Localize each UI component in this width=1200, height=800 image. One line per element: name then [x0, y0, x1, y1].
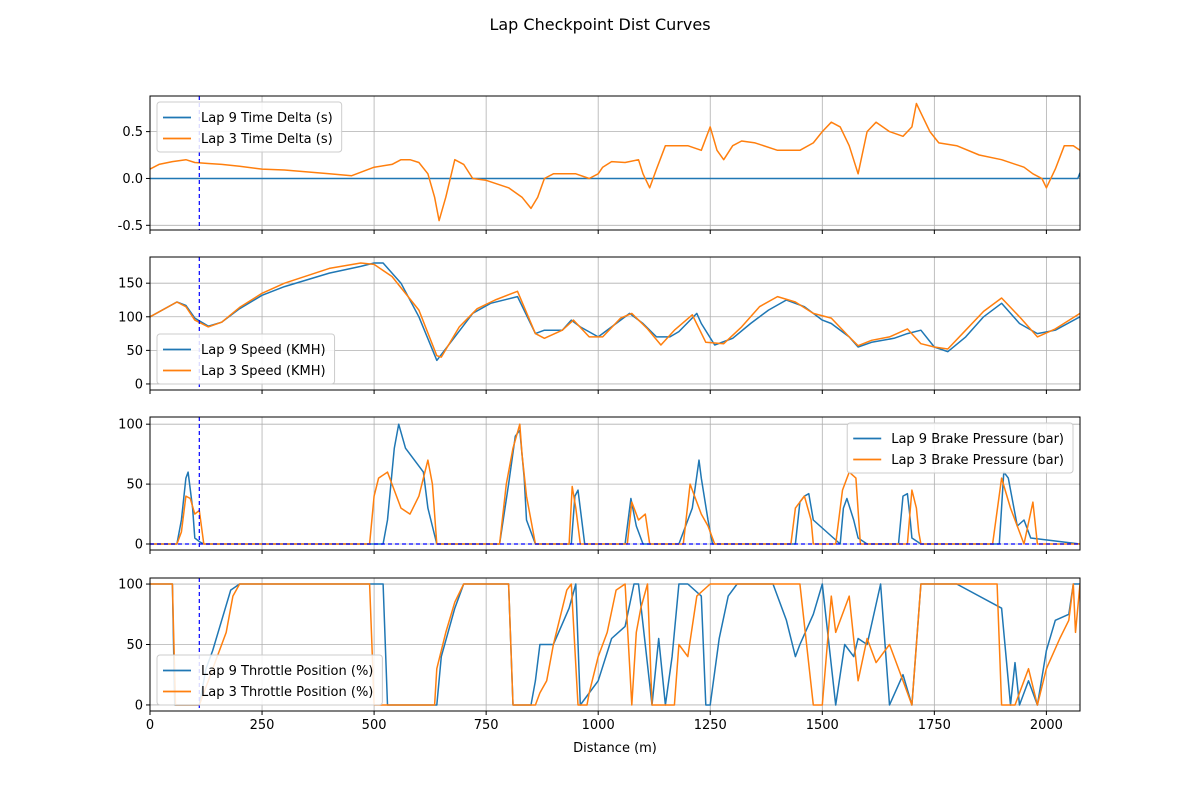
y-tick-label: 150: [118, 277, 143, 292]
x-tick-label: 750: [474, 718, 499, 733]
series-line-lap9: [150, 172, 1080, 180]
series-line-lap9: [150, 423, 1080, 545]
series-line-lap3: [150, 583, 1080, 706]
series-group: [150, 102, 1080, 222]
y-tick-label: 100: [118, 418, 143, 433]
figure-title: Lap Checkpoint Dist Curves: [489, 15, 710, 34]
legend-box: [156, 101, 343, 153]
legend: Lap 9 Time Delta (s) Lap 3 Time Delta (s): [156, 101, 343, 153]
axes-frame: [149, 256, 1081, 391]
y-tick-label: 0.0: [122, 172, 143, 187]
x-tick-label: 1000: [582, 718, 615, 733]
legend-box: [156, 333, 336, 385]
subplot-throttle: 0 250 500 750 1000 1250 1500 1750 2000 0 50 100 Dist…: [118, 577, 1081, 756]
legend-label: Lap 9 Throttle Position (%): [201, 664, 373, 679]
x-tick-label: 1750: [918, 718, 951, 733]
x-axis-label: Distance (m): [573, 741, 657, 756]
y-tick-label: 0: [135, 377, 143, 392]
series-group: [150, 423, 1080, 545]
legend: Lap 9 Speed (KMH) Lap 3 Speed (KMH): [156, 333, 336, 385]
axes-frame: [149, 95, 1081, 231]
series-group: [150, 262, 1080, 362]
legend-label: Lap 9 Time Delta (s): [201, 111, 333, 126]
y-tick-label: 50: [126, 478, 143, 493]
legend: Lap 9 Brake Pressure (bar) Lap 3 Brake Pr…: [846, 422, 1074, 474]
x-tick-label: 1250: [694, 718, 727, 733]
series-line-lap3: [150, 423, 1080, 545]
legend-box: [156, 654, 383, 706]
subplot-speed: 0 50 100 150 Lap 9 Speed (KMH) Lap 3 Speed (K…: [118, 256, 1081, 394]
legend-label: Lap 3 Throttle Position (%): [201, 685, 373, 700]
y-tick-label: 50: [126, 638, 143, 653]
x-tick-label: 1500: [806, 718, 839, 733]
y-tick-label: 0.5: [122, 125, 143, 140]
axes-frame: [149, 416, 1081, 551]
subplot-time-delta: -0.5 0.0 0.5 Lap 9 Time Delta (s) Lap 3 Time…: [118, 95, 1081, 234]
x-tick-label: 250: [250, 718, 275, 733]
y-tick-label: -0.5: [118, 219, 143, 234]
y-tick-label: 100: [118, 578, 143, 593]
x-tick-label: 2000: [1030, 718, 1063, 733]
legend-label: Lap 9 Brake Pressure (bar): [891, 432, 1064, 447]
legend-label: Lap 3 Brake Pressure (bar): [891, 453, 1064, 468]
series-line-lap3: [150, 102, 1080, 222]
series-group: [150, 583, 1080, 706]
legend-label: Lap 3 Time Delta (s): [201, 132, 333, 147]
y-tick-label: 0: [135, 698, 143, 713]
x-tick-label: 0: [146, 718, 154, 733]
legend-label: Lap 9 Speed (KMH): [201, 343, 326, 358]
y-tick-label: 100: [118, 310, 143, 325]
legend-box: [846, 422, 1074, 474]
y-tick-label: 0: [135, 538, 143, 553]
y-tick-label: 50: [126, 344, 143, 359]
legend: Lap 9 Throttle Position (%) Lap 3 Throttl…: [156, 654, 383, 706]
x-tick-label: 500: [362, 718, 387, 733]
legend-label: Lap 3 Speed (KMH): [201, 364, 326, 379]
series-line-lap3: [150, 262, 1080, 358]
subplot-brake: 0 50 100 Lap 9 Brake Pressure (bar) Lap 3 Br…: [118, 416, 1081, 554]
